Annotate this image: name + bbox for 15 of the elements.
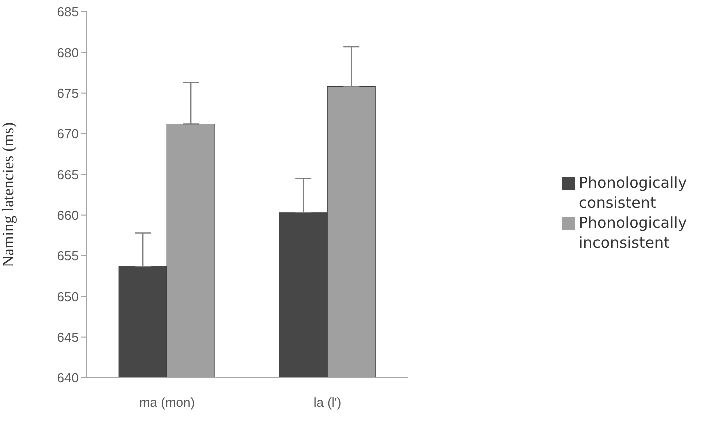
y-tick-label: 640 bbox=[57, 370, 79, 386]
y-tick-label: 665 bbox=[57, 167, 79, 182]
legend-label: Phonologically consistent bbox=[579, 173, 688, 213]
y-tick-label: 650 bbox=[57, 289, 79, 304]
x-tick-label: la (l') bbox=[314, 395, 342, 410]
y-axis-title: Naming latencies (ms) bbox=[0, 122, 18, 268]
y-tick-label: 645 bbox=[57, 330, 79, 345]
y-tick-label: 670 bbox=[57, 126, 79, 142]
y-tick-label: 675 bbox=[57, 86, 79, 101]
y-tick-label: 660 bbox=[57, 208, 79, 223]
x-tick-label: ma (mon) bbox=[139, 395, 196, 410]
y-tick-label: 685 bbox=[57, 4, 79, 20]
legend-label: Phonologically inconsistent bbox=[579, 213, 688, 253]
y-tick-label: 655 bbox=[57, 248, 79, 264]
y-tick-label: 680 bbox=[57, 45, 79, 60]
